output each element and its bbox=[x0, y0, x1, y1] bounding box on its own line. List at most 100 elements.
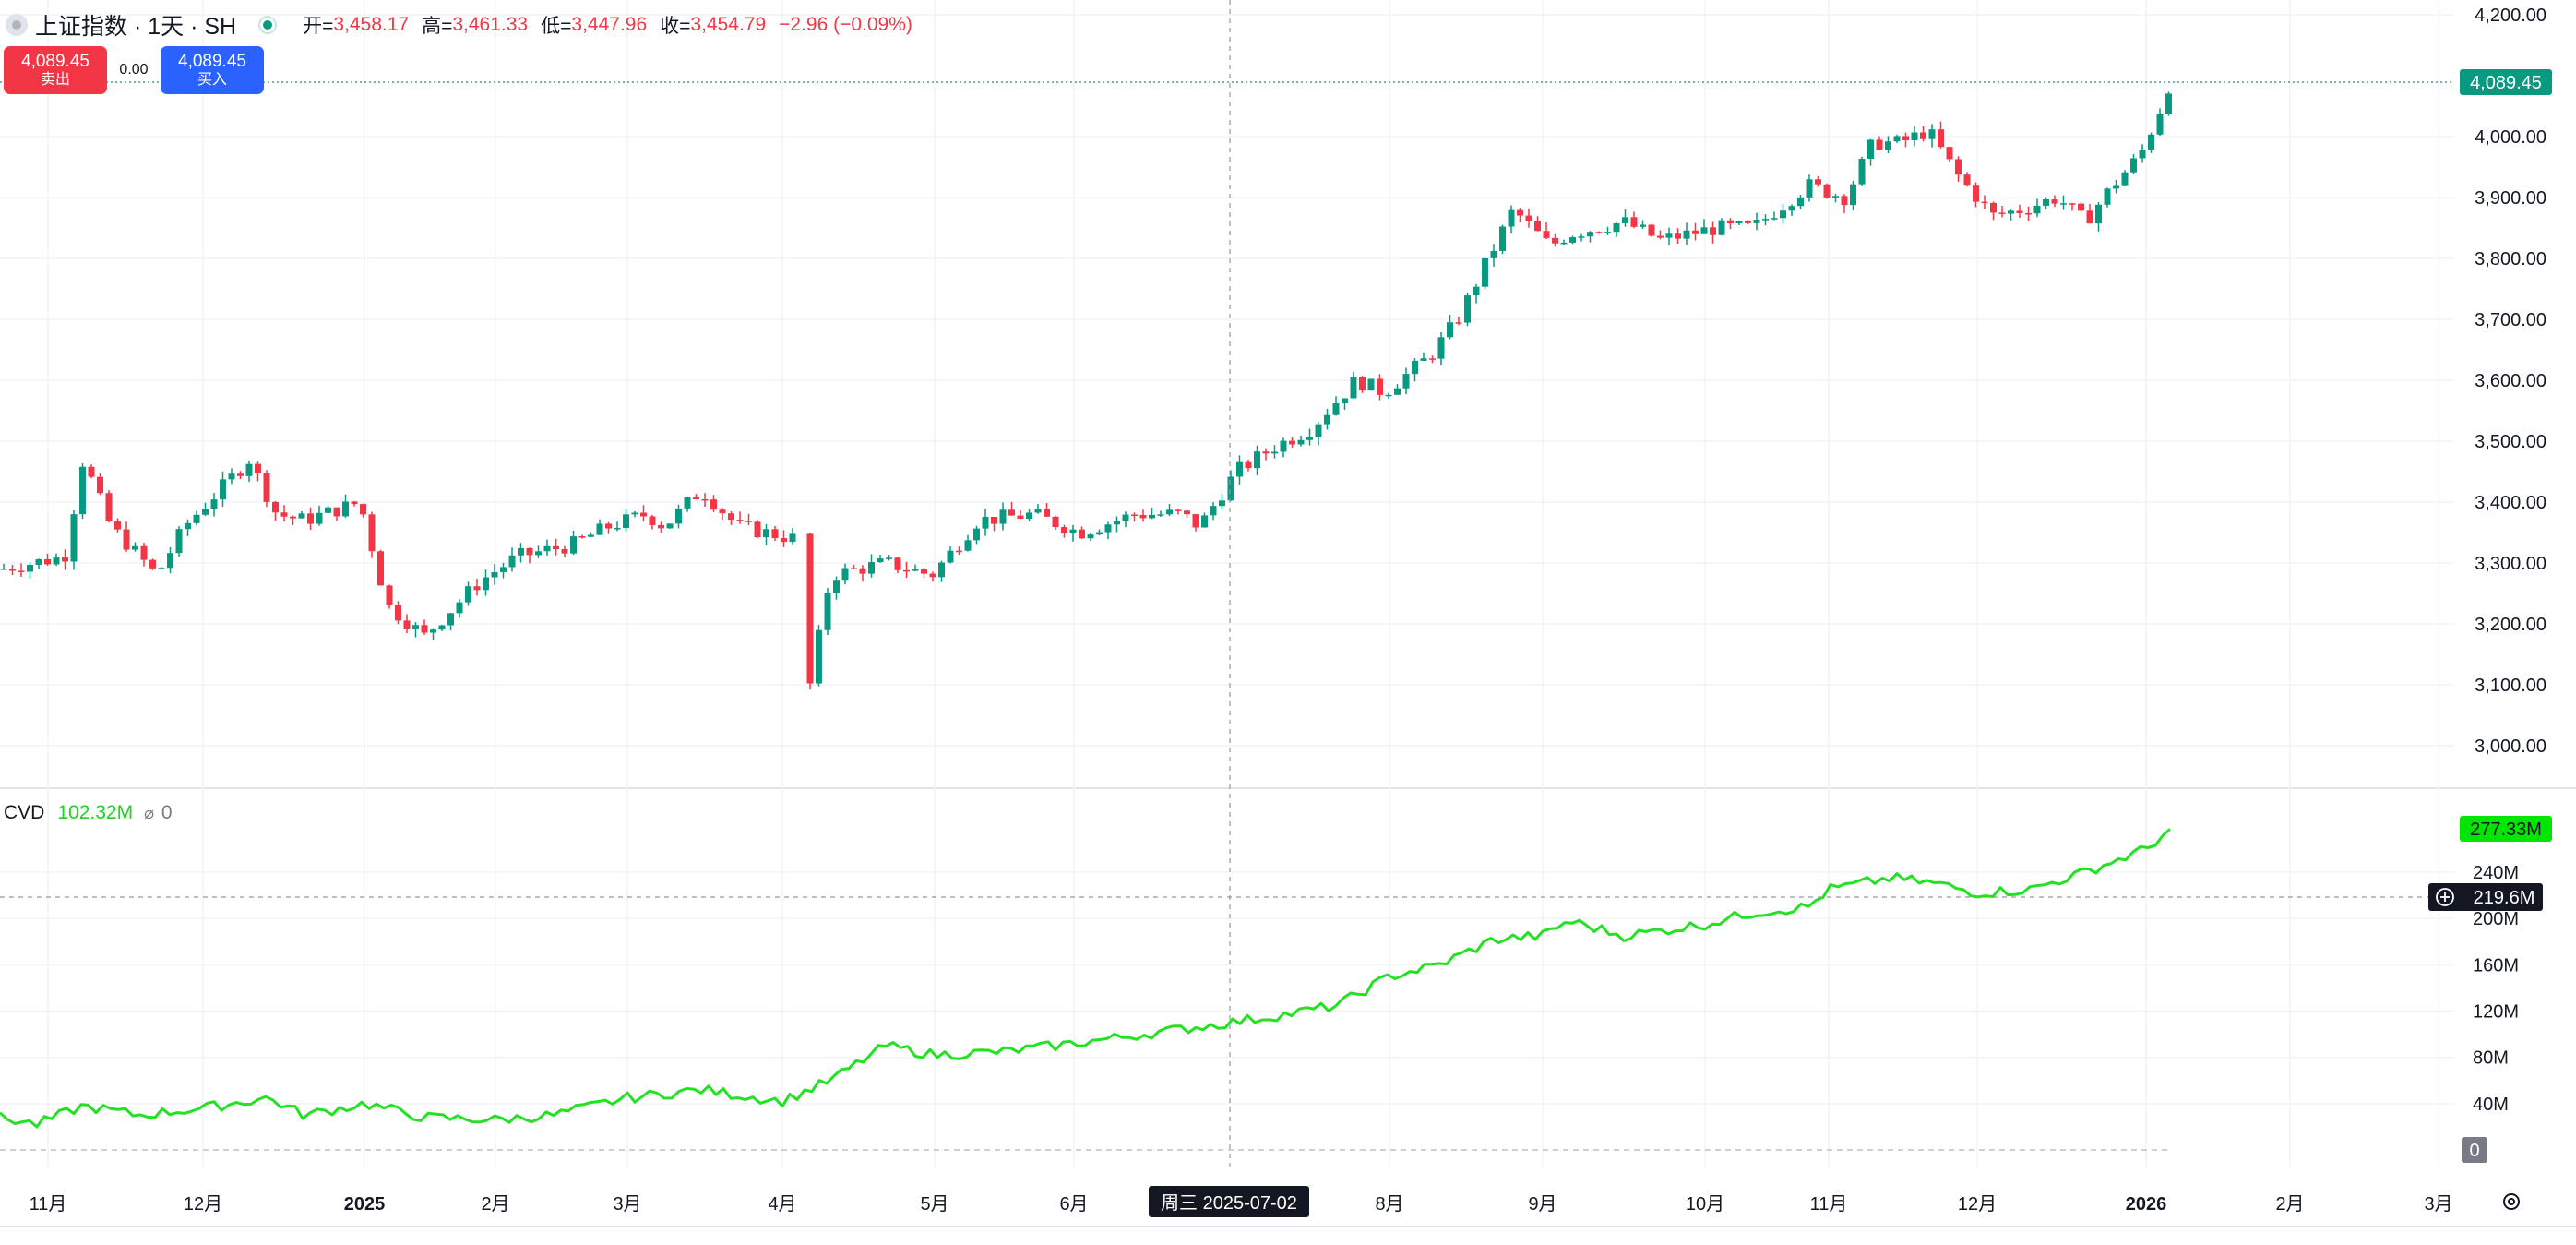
candle-body bbox=[35, 558, 42, 566]
candle-body bbox=[1236, 461, 1243, 477]
candle-body bbox=[123, 529, 130, 550]
time-tick-label: 4月 bbox=[768, 1194, 796, 1215]
candle-body bbox=[403, 620, 411, 629]
candle-body bbox=[999, 509, 1007, 524]
candle-body bbox=[631, 512, 638, 515]
gear-icon[interactable] bbox=[2500, 1191, 2522, 1213]
candle-body bbox=[789, 533, 796, 543]
candle-body bbox=[1569, 237, 1576, 243]
candle-body bbox=[44, 558, 51, 565]
candle-body bbox=[1587, 232, 1593, 237]
candle-body bbox=[1604, 232, 1611, 233]
time-tick-label: 11月 bbox=[1810, 1194, 1848, 1215]
candle-body bbox=[158, 568, 165, 569]
candle-body bbox=[1377, 378, 1383, 395]
candle-body bbox=[1175, 509, 1182, 511]
candle-body bbox=[824, 593, 831, 630]
market-status-icon[interactable] bbox=[258, 16, 278, 34]
price-tick-label: 3,200.00 bbox=[2475, 615, 2546, 635]
candle-body bbox=[964, 540, 972, 551]
candle-body bbox=[272, 501, 279, 513]
candle-body bbox=[1166, 509, 1173, 515]
candle-body bbox=[2086, 210, 2093, 224]
candle-body bbox=[473, 586, 481, 591]
candle-body bbox=[929, 573, 936, 578]
last-price-label: 4,089.45 bbox=[2470, 73, 2542, 93]
candle-body bbox=[973, 528, 980, 541]
candle-body bbox=[1289, 440, 1295, 445]
candle-body bbox=[1210, 506, 1217, 516]
candle-body bbox=[1157, 514, 1164, 516]
candle-body bbox=[1139, 514, 1147, 519]
candle-body bbox=[1771, 218, 1778, 220]
candle-body bbox=[816, 629, 822, 684]
low-label: 低= bbox=[541, 16, 572, 37]
candle-body bbox=[1657, 235, 1664, 238]
candle-body bbox=[535, 551, 542, 556]
candle-body bbox=[132, 545, 138, 550]
candle-body bbox=[1902, 136, 1909, 141]
time-tick-label: 12月 bbox=[184, 1194, 222, 1215]
candle-body bbox=[255, 463, 261, 473]
candle-body bbox=[97, 476, 103, 494]
candle-body bbox=[290, 516, 296, 519]
circle-slash-icon[interactable]: ⌀ bbox=[144, 803, 154, 822]
candle-body bbox=[2156, 114, 2164, 135]
candle-body bbox=[736, 520, 744, 521]
open-label: 开= bbox=[303, 16, 334, 37]
cvd-last-badge bbox=[2460, 816, 2552, 842]
buy-button[interactable]: 4,089.45 买入 bbox=[161, 46, 264, 94]
candle-body bbox=[88, 466, 95, 477]
candle-body bbox=[886, 557, 892, 559]
cvd-zero-badge bbox=[2462, 1137, 2487, 1163]
candle-body bbox=[745, 521, 752, 522]
candle-body bbox=[851, 568, 857, 570]
time-tick-label: 2026 bbox=[2126, 1194, 2167, 1215]
cvd-tick-label: 80M bbox=[2473, 1048, 2509, 1069]
sell-button[interactable]: 4,089.45 卖出 bbox=[4, 46, 107, 94]
candle-body bbox=[210, 499, 218, 509]
candle-body bbox=[2016, 210, 2023, 213]
price-tick-label: 3,300.00 bbox=[2475, 554, 2546, 574]
candle-body bbox=[280, 512, 288, 517]
candle-body bbox=[2078, 203, 2084, 211]
candle-body bbox=[921, 569, 927, 574]
candle-body bbox=[79, 466, 86, 515]
candle-body bbox=[1692, 230, 1699, 234]
candle-body bbox=[1920, 132, 1926, 139]
candle-body bbox=[18, 570, 25, 572]
candle-body bbox=[894, 557, 901, 570]
candle-body bbox=[1359, 377, 1366, 391]
candle-body bbox=[140, 545, 148, 560]
time-tick-label: 11月 bbox=[30, 1194, 67, 1215]
candle-body bbox=[640, 512, 647, 517]
sell-price: 4,089.45 bbox=[21, 52, 89, 71]
cvd-last-label: 277.33M bbox=[2470, 820, 2542, 840]
crosshair-date-label: 周三 2025-07-02 bbox=[1161, 1193, 1297, 1214]
close-label: 收= bbox=[660, 16, 691, 37]
candle-body bbox=[447, 613, 454, 626]
candle-body bbox=[1447, 322, 1453, 338]
cvd-legend-zero: 0 bbox=[161, 802, 173, 823]
candle-body bbox=[412, 625, 419, 629]
candle-body bbox=[430, 629, 436, 633]
candle-body bbox=[2104, 188, 2111, 205]
symbol-logo-icon bbox=[6, 14, 28, 36]
price-tick-label: 3,900.00 bbox=[2475, 188, 2546, 209]
candle-body bbox=[1087, 534, 1094, 539]
candle-body bbox=[2148, 134, 2154, 150]
candle-body bbox=[1412, 360, 1418, 375]
candle-body bbox=[684, 497, 691, 509]
candle-body bbox=[2165, 93, 2172, 114]
candle-body bbox=[561, 549, 568, 554]
candle-body bbox=[1735, 221, 1743, 224]
candle-body bbox=[1402, 374, 1410, 389]
candle-body bbox=[1017, 515, 1024, 520]
candle-body bbox=[2051, 199, 2058, 204]
candle-body bbox=[1885, 141, 1891, 150]
symbol-title[interactable]: 上证指数 · 1天 · SH bbox=[35, 14, 237, 40]
candle-body bbox=[1104, 524, 1112, 533]
candle-body bbox=[1683, 230, 1690, 239]
cvd-name[interactable]: CVD bbox=[4, 802, 45, 823]
